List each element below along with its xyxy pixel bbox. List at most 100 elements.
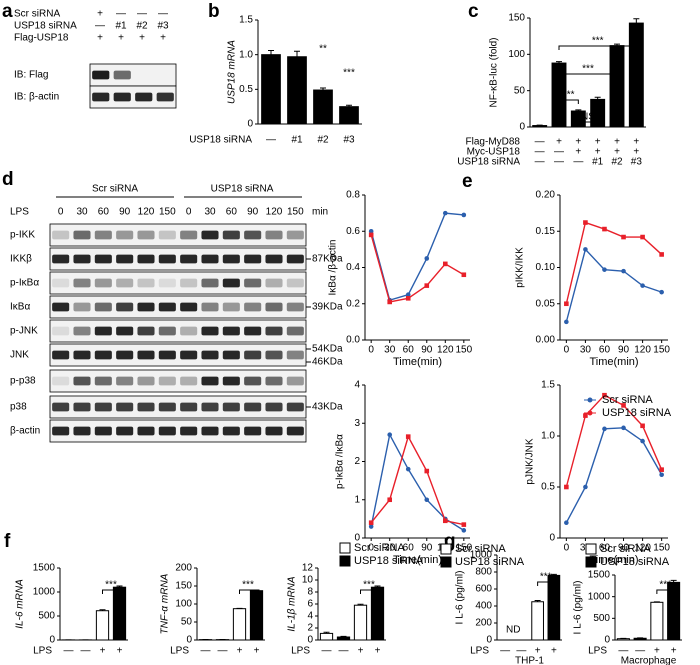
y-tick-label: 1000 bbox=[588, 591, 611, 602]
point bbox=[405, 296, 411, 301]
point bbox=[442, 210, 448, 216]
band bbox=[73, 376, 91, 386]
series-line bbox=[565, 394, 663, 488]
y-tick-label: 10 bbox=[302, 575, 314, 586]
band bbox=[52, 254, 70, 264]
condition-mark: + bbox=[118, 33, 124, 44]
x-tick-label: — bbox=[266, 135, 276, 146]
y-tick-label: 0.10 bbox=[536, 262, 556, 273]
band bbox=[222, 350, 240, 360]
y-tick-label: 0.05 bbox=[536, 298, 556, 309]
x-tick-label: 150 bbox=[455, 345, 472, 356]
band bbox=[244, 326, 262, 336]
significance-bracket bbox=[656, 589, 675, 594]
condition-mark: #2 bbox=[611, 157, 623, 168]
y-tick-label: 8 bbox=[307, 587, 313, 598]
blot-label: p38 bbox=[10, 402, 27, 413]
error-bar bbox=[357, 603, 364, 606]
time-label: 90 bbox=[119, 207, 131, 218]
condition-mark: #3 bbox=[631, 157, 643, 168]
band bbox=[73, 350, 91, 360]
y-tick-label: 2 bbox=[354, 456, 360, 467]
band bbox=[156, 92, 174, 102]
point bbox=[640, 423, 645, 429]
y-tick-label: 1 bbox=[354, 494, 360, 505]
x-tick-label: — bbox=[322, 646, 332, 657]
y-tick-label: 0.15 bbox=[536, 226, 556, 237]
bar bbox=[633, 637, 647, 641]
error-bar bbox=[374, 585, 381, 588]
x-tick-label: + bbox=[117, 646, 123, 657]
legend-label: USP18 siRNA bbox=[600, 556, 670, 568]
band bbox=[94, 302, 112, 312]
band bbox=[201, 426, 219, 436]
band bbox=[113, 92, 131, 102]
x-tick-label: + bbox=[671, 646, 677, 657]
row-label: Flag-USP18 bbox=[14, 33, 69, 44]
band bbox=[222, 402, 240, 412]
x-tick-label: 60 bbox=[403, 543, 415, 554]
blot-label: IκBα bbox=[10, 302, 30, 313]
point bbox=[424, 497, 430, 503]
blot-label: JNK bbox=[10, 350, 29, 361]
point bbox=[387, 432, 393, 438]
legend-label: USP18 siRNA bbox=[602, 407, 672, 419]
condition-mark: + bbox=[575, 147, 581, 158]
y-tick-label: 0 bbox=[354, 533, 360, 544]
y-axis-label: IκBα /β-actin bbox=[328, 240, 339, 296]
band bbox=[286, 326, 304, 336]
band bbox=[158, 376, 176, 386]
point bbox=[368, 228, 374, 234]
x-axis-label: USP18 siRNA bbox=[189, 135, 252, 146]
y-tick-label: 50 bbox=[181, 617, 193, 628]
point bbox=[405, 466, 411, 472]
y-tick-label: 0 bbox=[49, 635, 55, 646]
x-tick-label: + bbox=[535, 646, 541, 657]
x-tick-label: 90 bbox=[421, 345, 433, 356]
error-bar bbox=[346, 104, 352, 107]
band bbox=[52, 230, 70, 240]
significance-bracket bbox=[577, 121, 599, 126]
band bbox=[137, 402, 155, 412]
condition-mark: — bbox=[554, 147, 564, 158]
size-marker: 46KDa bbox=[312, 357, 343, 368]
legend-swatch bbox=[339, 542, 351, 554]
y-tick-label: 1.0 bbox=[239, 49, 253, 60]
point bbox=[602, 226, 607, 232]
condition-label: USP18 siRNA bbox=[457, 157, 520, 168]
x-tick-label: 0 bbox=[564, 543, 570, 554]
y-axis-label: NF-κB-luc (fold) bbox=[489, 37, 500, 107]
annotation: *** bbox=[582, 64, 594, 75]
bar bbox=[339, 106, 359, 125]
band bbox=[201, 376, 219, 386]
x-axis-label: LPS bbox=[470, 646, 489, 657]
band bbox=[222, 278, 240, 288]
point bbox=[583, 484, 588, 490]
point bbox=[659, 467, 664, 472]
band bbox=[265, 326, 283, 336]
band bbox=[286, 402, 304, 412]
y-tick-label: 100 bbox=[175, 599, 192, 610]
band bbox=[137, 302, 155, 312]
x-tick-label: + bbox=[375, 646, 381, 657]
y-axis-label: pIKK/IKK bbox=[515, 247, 526, 288]
panel-label: f bbox=[4, 531, 11, 552]
blot-label: IB: β-actin bbox=[14, 92, 59, 103]
y-tick-label: 0 bbox=[307, 635, 313, 646]
panel-label: b bbox=[208, 1, 220, 22]
point bbox=[659, 252, 664, 257]
band bbox=[286, 302, 304, 312]
band bbox=[286, 254, 304, 264]
band bbox=[73, 230, 91, 240]
point bbox=[583, 247, 588, 252]
legend-swatch bbox=[585, 556, 597, 568]
x-tick-label: 90 bbox=[618, 345, 630, 356]
significance-bracket bbox=[360, 589, 378, 594]
size-marker: 39KDa bbox=[312, 302, 343, 313]
band bbox=[52, 402, 70, 412]
band bbox=[116, 350, 134, 360]
x-tick-label: 30 bbox=[384, 543, 396, 554]
time-label: 60 bbox=[226, 207, 238, 218]
legend-swatch bbox=[339, 555, 351, 567]
significance-bracket bbox=[102, 589, 120, 594]
